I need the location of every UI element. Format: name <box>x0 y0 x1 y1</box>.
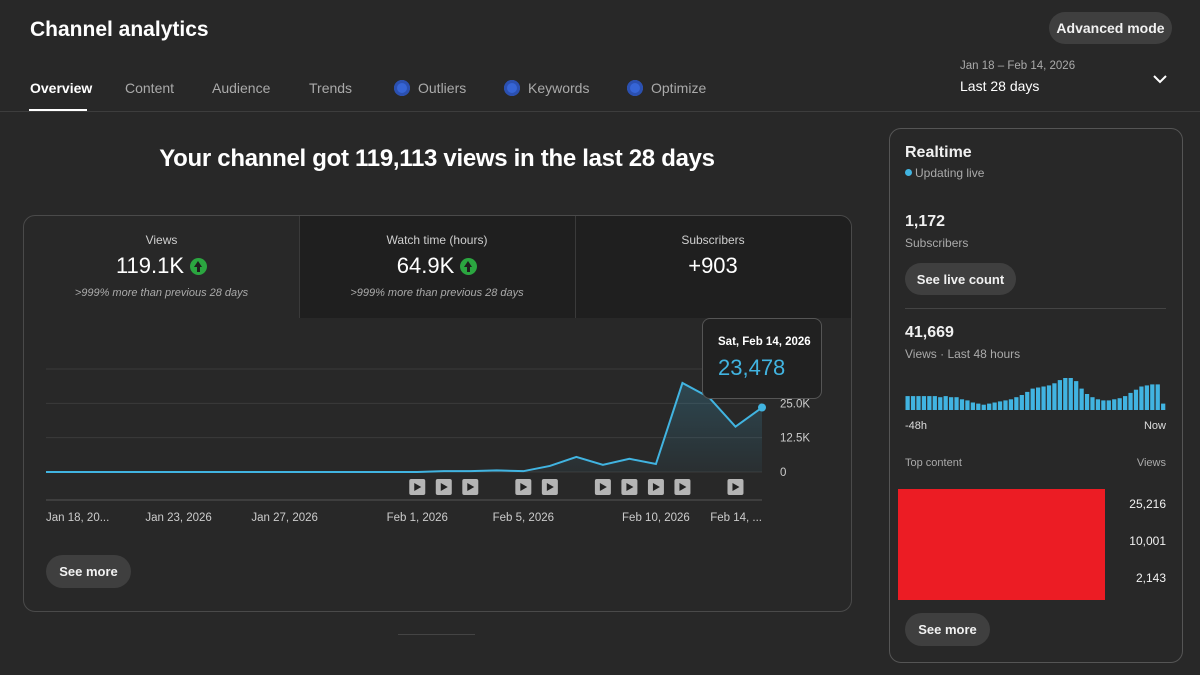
date-range: Jan 18 – Feb 14, 2026 <box>960 60 1076 72</box>
tab-underline <box>29 109 87 111</box>
tab[interactable]: Keywords <box>504 80 589 96</box>
advanced-mode-button[interactable]: Advanced mode <box>1049 12 1172 44</box>
tab-icon <box>504 80 520 96</box>
top-views: 2,143 <box>1135 571 1166 585</box>
tab-label: Optimize <box>651 80 707 96</box>
overview-card <box>23 215 852 612</box>
metric-value: 64.9K <box>299 253 575 279</box>
redacted-thumbnails <box>898 489 1105 600</box>
tab[interactable]: Overview <box>30 80 93 96</box>
metric-label: Views <box>145 233 178 247</box>
top-content-label: Top content <box>905 457 962 469</box>
metric-note: >999% more than previous 28 days <box>74 287 249 299</box>
header-divider <box>0 111 1200 112</box>
tab[interactable]: Content <box>125 80 175 96</box>
metric-label: Watch time (hours) <box>386 233 488 247</box>
metric-label: Subscribers <box>681 233 745 247</box>
tab-icon <box>394 80 410 96</box>
live-dot <box>905 169 912 176</box>
tooltip-date: Sat, Feb 14, 2026 <box>718 336 811 348</box>
metric-tile[interactable]: Views 119.1K >999% more than previous 28… <box>24 216 299 318</box>
metric-divider <box>575 216 576 318</box>
dropdown-chevron[interactable] <box>1152 72 1168 86</box>
tab[interactable]: Outliers <box>394 80 466 96</box>
up-icon <box>190 258 208 275</box>
tab-label: Keywords <box>528 80 590 96</box>
realtime-views-label: Views · Last 48 hours <box>905 347 1021 361</box>
metric-value-text: 64.9K <box>396 253 455 278</box>
views-header: Views <box>1136 457 1166 469</box>
x-end-label: Now <box>1143 420 1166 432</box>
metric-value: 119.1K <box>24 253 299 279</box>
tab-label: Outliers <box>418 80 467 96</box>
metric-divider <box>299 216 300 318</box>
up-icon <box>460 258 478 275</box>
subscriber-count: 1,172 <box>905 213 946 230</box>
metric-tile[interactable]: Subscribers +903 <box>575 216 851 318</box>
see-more-button[interactable]: See more <box>905 613 990 646</box>
realtime-card <box>889 128 1183 663</box>
realtime-divider <box>905 308 1166 309</box>
live-count-button[interactable]: See live count <box>905 263 1016 295</box>
realtime-title: Realtime <box>905 144 972 161</box>
tooltip-value: 23,478 <box>718 355 786 380</box>
page-title: Channel analytics <box>30 18 209 41</box>
headline: Your channel got 119,113 views in the la… <box>159 145 715 172</box>
subscriber-label: Subscribers <box>905 236 969 250</box>
see-more-button[interactable]: See more <box>46 555 131 588</box>
tab[interactable]: Optimize <box>627 80 706 96</box>
metric-tile[interactable]: Watch time (hours) 64.9K >999% more than… <box>299 216 575 318</box>
realtime-views: 41,669 <box>905 324 954 341</box>
tab-icon <box>627 80 643 96</box>
tab[interactable]: Trends <box>309 80 353 96</box>
metric-value: +903 <box>688 253 738 278</box>
status-text: Updating live <box>915 166 985 180</box>
scroll-hint <box>398 634 475 635</box>
tab[interactable]: Audience <box>212 80 271 96</box>
metric-value-text: 119.1K <box>115 253 185 278</box>
tooltip: Sat, Feb 14, 2026 23,478 <box>702 318 822 399</box>
top-views: 25,216 <box>1129 497 1166 511</box>
realtime-status: Updating live <box>905 166 984 180</box>
x-start-label: -48h <box>905 420 928 432</box>
top-views: 10,001 <box>1129 534 1166 548</box>
period[interactable]: Last 28 days <box>960 78 1040 94</box>
metric-note: >999% more than previous 28 days <box>350 287 524 299</box>
